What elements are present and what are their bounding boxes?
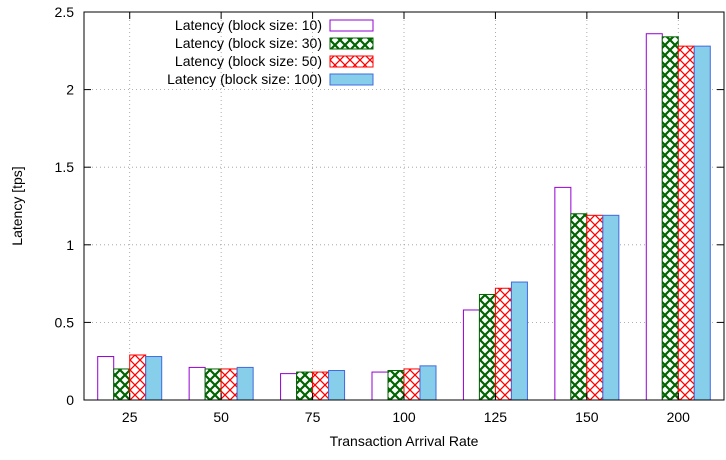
- x-tick-label-50: 50: [213, 409, 229, 425]
- bar-75-series-1: [280, 373, 298, 401]
- x-tick-label-150: 150: [575, 409, 599, 425]
- bar-150-series-4: [602, 214, 620, 401]
- bar-200-series-4: [693, 45, 711, 401]
- bar-50-series-3: [220, 368, 238, 401]
- legend-swatch-4: [329, 73, 374, 86]
- bar-125-series-2: [478, 293, 496, 401]
- x-tick-label-125: 125: [484, 409, 508, 425]
- bar-100-series-4: [419, 365, 437, 401]
- legend-swatch-1: [329, 19, 374, 32]
- legend-label-2: Latency (block size: 30): [175, 35, 322, 51]
- bar-50-series-2: [204, 368, 222, 401]
- bar-50-series-1: [188, 366, 206, 401]
- bar-25-series-2: [113, 368, 131, 401]
- bars: [97, 33, 711, 401]
- x-axis-label: Transaction Arrival Rate: [330, 433, 479, 449]
- bar-150-series-1: [554, 186, 572, 401]
- bar-100-series-3: [403, 368, 421, 401]
- bar-125-series-4: [510, 281, 528, 401]
- y-tick-label-0: 0: [66, 392, 74, 408]
- bar-75-series-2: [296, 371, 314, 401]
- y-tick-label-1-5: 1.5: [55, 159, 75, 175]
- legend-label-1: Latency (block size: 10): [175, 17, 322, 33]
- legend: Latency (block size: 10) Latency (block s…: [167, 17, 374, 87]
- legend-swatch-3: [329, 55, 374, 68]
- axes: 0 0.5 1 1.5 2 2.5 25 50 75 100 125 150 200: [55, 4, 724, 425]
- y-tick-label-2: 2: [66, 82, 74, 98]
- y-tick-label-2-5: 2.5: [55, 4, 75, 20]
- x-tick-label-200: 200: [667, 409, 691, 425]
- bar-100-series-2: [387, 370, 405, 401]
- bar-75-series-4: [328, 370, 346, 401]
- bar-125-series-3: [494, 287, 512, 401]
- x-tick-label-25: 25: [122, 409, 138, 425]
- legend-swatch-2: [329, 37, 374, 50]
- y-tick-label-1: 1: [66, 237, 74, 253]
- bar-25-series-4: [145, 356, 163, 401]
- bar-150-series-3: [586, 214, 604, 401]
- bar-50-series-4: [236, 366, 254, 401]
- x-tick-label-75: 75: [305, 409, 321, 425]
- y-axis-label: Latency [tps]: [9, 166, 25, 245]
- bar-100-series-1: [371, 371, 389, 401]
- legend-label-4: Latency (block size: 100): [167, 71, 322, 87]
- bar-25-series-3: [129, 354, 147, 401]
- x-tick-label-100: 100: [392, 409, 416, 425]
- legend-label-3: Latency (block size: 50): [175, 53, 322, 69]
- bar-200-series-2: [661, 36, 679, 401]
- bar-75-series-3: [312, 371, 330, 401]
- bar-200-series-3: [677, 45, 695, 401]
- bar-125-series-1: [462, 309, 480, 401]
- y-tick-label-0-5: 0.5: [55, 314, 75, 330]
- bar-150-series-2: [570, 213, 588, 401]
- bar-200-series-1: [645, 33, 663, 401]
- bar-25-series-1: [97, 356, 115, 401]
